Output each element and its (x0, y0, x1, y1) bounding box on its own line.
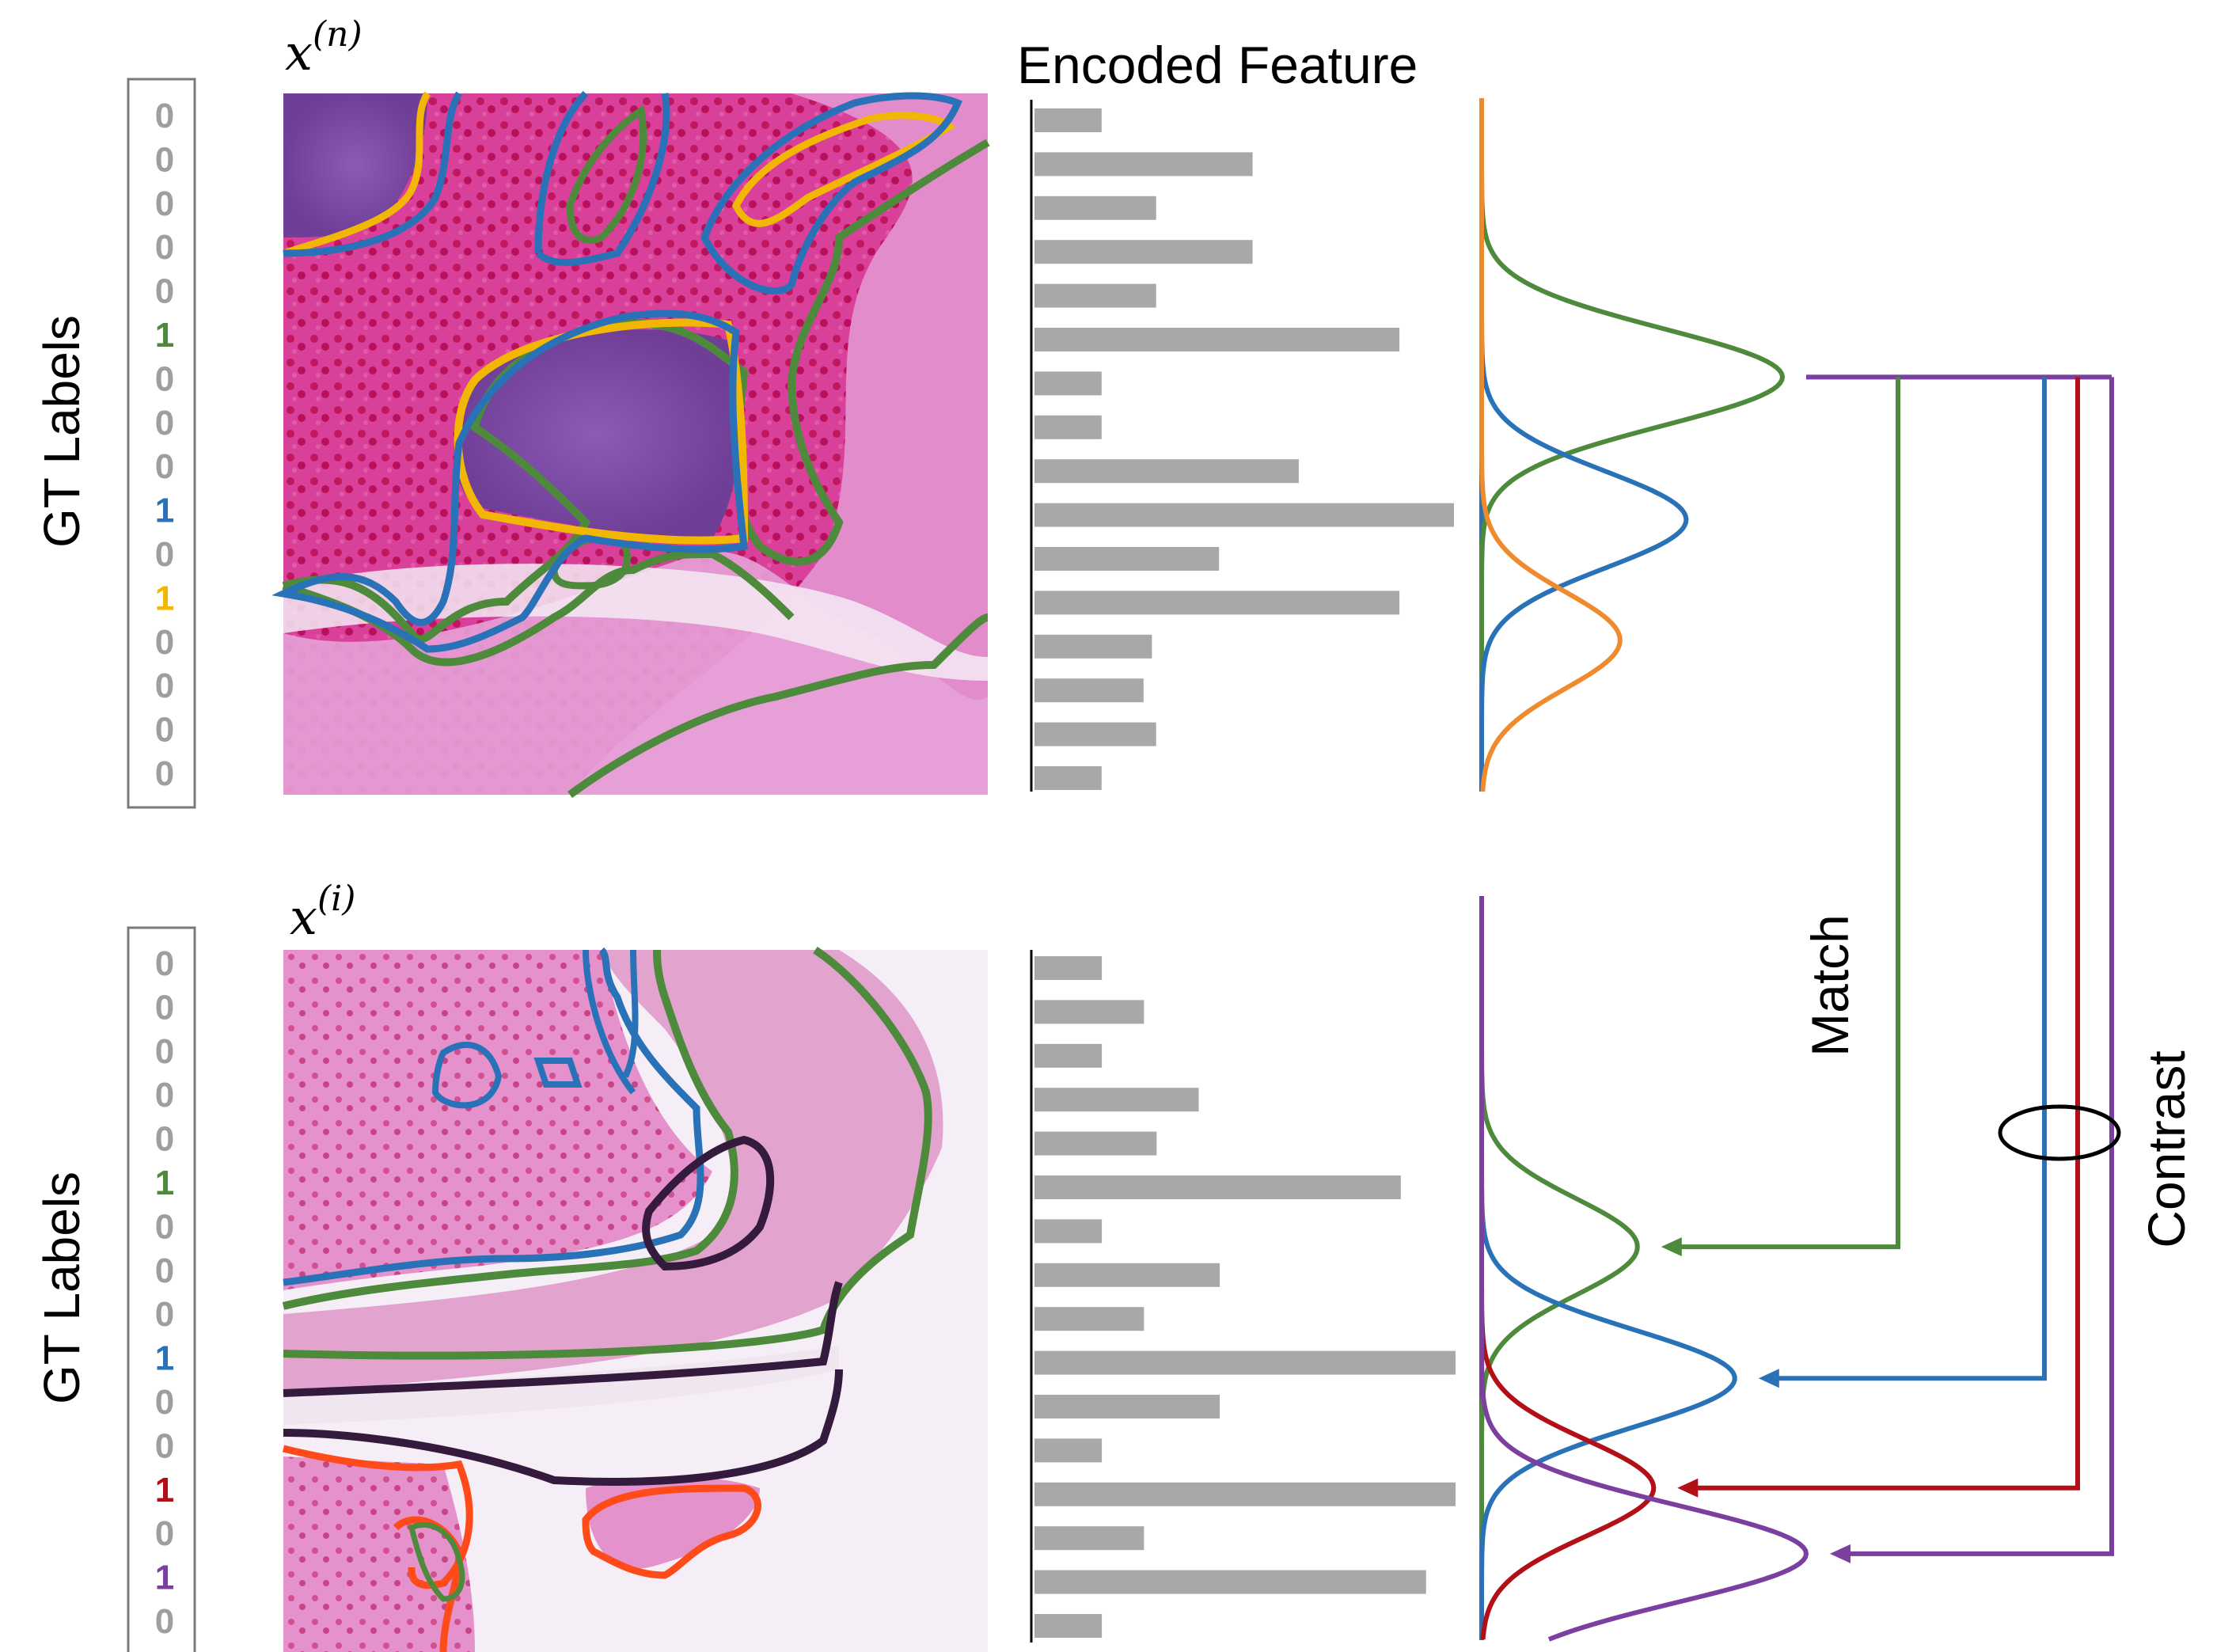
feature-bars-top (1034, 108, 1454, 790)
feature-bar (1034, 591, 1400, 615)
sample-label-bottom: x(i) (290, 879, 355, 946)
feature-bar (1034, 240, 1253, 264)
green-distribution-curve (1479, 98, 1786, 792)
feature-bar (1034, 722, 1156, 746)
bottom-panel: GT Labels 0 0 0 0 0 1 0 0 0 1 0 0 1 0 1 0 x(i) (33, 879, 1809, 1652)
gt-label-value: 0 (155, 228, 174, 267)
gt-label-value: 0 (155, 184, 174, 223)
gt-label-box-bottom (127, 926, 196, 1652)
feature-bar (1034, 1175, 1401, 1199)
feature-bar (1034, 1614, 1103, 1638)
gt-label-value: 0 (155, 535, 174, 574)
red-distribution-curve (1479, 946, 1657, 1640)
feature-bars-bottom (1034, 956, 1456, 1638)
gt-label-value: 1 (155, 316, 174, 355)
match-label: Match (1801, 914, 1859, 1057)
feature-bar (1034, 1482, 1456, 1506)
feature-bar (1034, 1219, 1103, 1244)
contrast-arrow-blue (1758, 377, 2047, 1388)
distributions-top (1479, 98, 1786, 792)
gt-labels-title-top: GT Labels (33, 315, 90, 548)
feature-bar (1034, 956, 1103, 980)
feature-bar (1034, 678, 1144, 703)
feature-bar (1034, 1043, 1103, 1068)
histology-image-top (271, 90, 990, 799)
gt-label-value: 0 (155, 1383, 174, 1422)
feature-bar (1034, 108, 1102, 132)
green-distribution-curve (1479, 946, 1640, 1639)
feature-bar (1034, 634, 1152, 659)
gt-label-value: 0 (155, 1120, 174, 1159)
gt-label-value: 0 (155, 754, 174, 793)
contrast-label: Contrast (2137, 1050, 2196, 1248)
gt-label-value: 0 (155, 1251, 174, 1290)
gt-label-value: 0 (155, 944, 174, 983)
gt-label-value: 0 (155, 666, 174, 705)
gt-label-value: 0 (155, 711, 174, 750)
gt-label-value: 0 (155, 447, 174, 486)
contrast-arrow-purple (1830, 377, 2114, 1563)
gt-label-value: 0 (155, 1426, 174, 1465)
gt-label-value: 1 (155, 492, 174, 530)
top-panel: GT Labels 0 0 0 0 0 1 0 0 0 1 0 1 0 0 0 0 x(n) (33, 14, 1786, 809)
feature-bar (1034, 1395, 1220, 1418)
gt-label-box-top (127, 78, 196, 809)
gt-label-column-bottom: 0 0 0 0 0 1 0 0 0 1 0 0 1 0 1 0 (155, 944, 174, 1641)
feature-bar (1034, 1263, 1220, 1287)
contrast-grouping-ellipse (1998, 1104, 2121, 1161)
purple-distribution-curve (1479, 946, 1809, 1642)
blue-distribution-curve (1479, 946, 1737, 1639)
feature-bar (1034, 1307, 1144, 1331)
contrast-arrow-red (1677, 377, 2080, 1498)
feature-bar (1034, 371, 1102, 396)
sample-label-top: x(n) (285, 14, 363, 82)
feature-bar (1034, 459, 1299, 484)
gt-label-value: 1 (155, 1164, 174, 1202)
gt-label-value: 1 (155, 1559, 174, 1597)
gt-label-value: 1 (155, 1339, 174, 1378)
gt-label-value: 1 (155, 579, 174, 617)
gt-label-value: 0 (155, 988, 174, 1027)
gt-label-value: 0 (155, 359, 174, 398)
feature-bar (1034, 1131, 1157, 1156)
feature-bar (1034, 503, 1454, 527)
gt-label-value: 0 (155, 1207, 174, 1246)
gt-label-value: 0 (155, 1295, 174, 1334)
connection-arrows (1661, 374, 2114, 1563)
feature-bar (1034, 328, 1400, 351)
blue-distribution-curve (1479, 98, 1689, 792)
feature-bar (1034, 1526, 1144, 1551)
feature-bar (1034, 1438, 1103, 1463)
feature-bar (1034, 1000, 1144, 1024)
gt-labels-title-bottom: GT Labels (33, 1172, 90, 1404)
gt-label-value: 0 (155, 97, 174, 135)
feature-bar (1034, 1570, 1426, 1594)
gt-label-value: 0 (155, 404, 174, 442)
encoded-feature-title: Encoded Feature (1017, 36, 1418, 94)
feature-bar (1034, 415, 1102, 439)
gt-label-column-top: 0 0 0 0 0 1 0 0 0 1 0 1 0 0 0 0 (155, 97, 174, 793)
feature-bar (1034, 196, 1156, 220)
gt-label-value: 0 (155, 1514, 174, 1553)
gt-label-value: 0 (155, 1076, 174, 1115)
feature-bar (1034, 766, 1102, 790)
gt-label-value: 0 (155, 1602, 174, 1641)
gt-label-value: 0 (155, 1032, 174, 1071)
orange-distribution-curve (1479, 98, 1623, 792)
distributions-bottom (1479, 946, 1809, 1642)
match-arrow (1661, 377, 1900, 1257)
histology-image-bottom (282, 946, 988, 1652)
feature-bar (1034, 152, 1253, 177)
feature-bar (1034, 283, 1156, 308)
gt-label-value: 1 (155, 1471, 174, 1510)
feature-bar (1034, 1350, 1456, 1375)
feature-bar (1034, 1088, 1199, 1112)
gt-label-value: 0 (155, 623, 174, 662)
gt-label-value: 0 (155, 272, 174, 311)
feature-bar (1034, 547, 1220, 571)
gt-label-value: 0 (155, 140, 174, 179)
